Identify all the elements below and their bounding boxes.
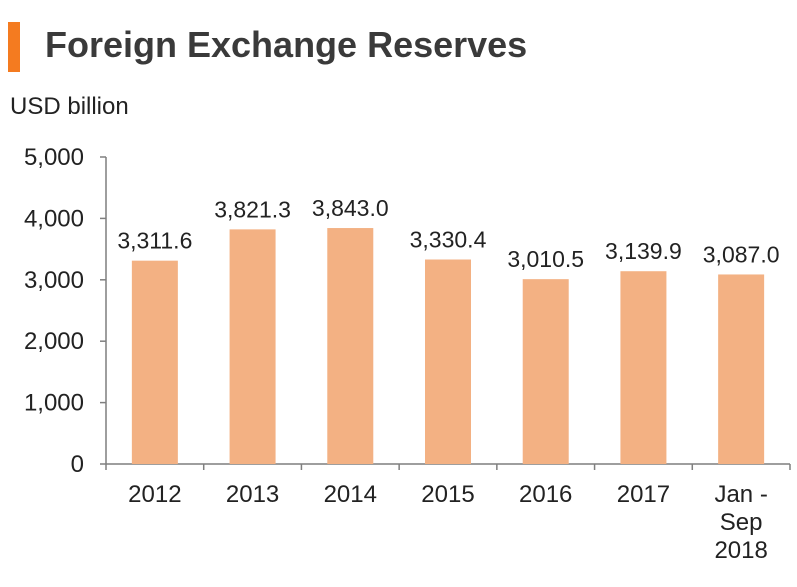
title-accent-bar	[8, 22, 20, 72]
data-label: 3,087.0	[703, 241, 780, 267]
x-tick-label: 2013	[226, 481, 279, 508]
bar	[425, 259, 471, 464]
data-label: 3,843.0	[312, 195, 389, 221]
x-tick-label: 2014	[324, 481, 377, 508]
data-label: 3,330.4	[410, 227, 487, 253]
y-axis-unit-label: USD billion	[10, 93, 129, 120]
data-label: 3,821.3	[214, 196, 291, 222]
x-tick-label-line: Jan -	[714, 481, 767, 508]
x-tick-label-line: 2014	[324, 481, 377, 508]
y-tick-label: 4,000	[24, 205, 84, 232]
chart-title: Foreign Exchange Reserves	[45, 24, 528, 65]
bar	[522, 279, 569, 464]
bar	[718, 274, 765, 464]
x-tick-label: 2012	[128, 481, 181, 508]
x-tick-label-line: 2015	[421, 481, 474, 508]
x-tick-label-line: Sep	[720, 509, 763, 536]
x-tick-label: 2016	[519, 481, 572, 508]
y-tick-label: 0	[71, 451, 84, 478]
y-tick-label: 1,000	[24, 390, 84, 417]
x-tick-label: Jan -Sep 2018	[714, 481, 767, 564]
data-label: 3,311.6	[117, 228, 192, 254]
x-tick-label-line: 2013	[226, 481, 279, 508]
bar	[327, 228, 374, 464]
y-tick-label: 2,000	[24, 328, 84, 355]
x-tick-label: 2017	[617, 481, 670, 508]
y-tick-label: 3,000	[24, 267, 84, 294]
data-label: 3,139.9	[605, 238, 682, 264]
x-tick-label: 2015	[421, 481, 474, 508]
bar	[620, 271, 667, 464]
x-tick-label-line: 2017	[617, 481, 670, 508]
bar	[131, 260, 178, 464]
x-tick-label-line: 2016	[519, 481, 572, 508]
bar	[229, 229, 276, 464]
y-tick-label: 5,000	[24, 144, 84, 171]
x-tick-label-line: 2018	[714, 537, 767, 564]
data-label: 3,010.5	[507, 246, 584, 272]
x-tick-label-line: 2012	[128, 481, 181, 508]
